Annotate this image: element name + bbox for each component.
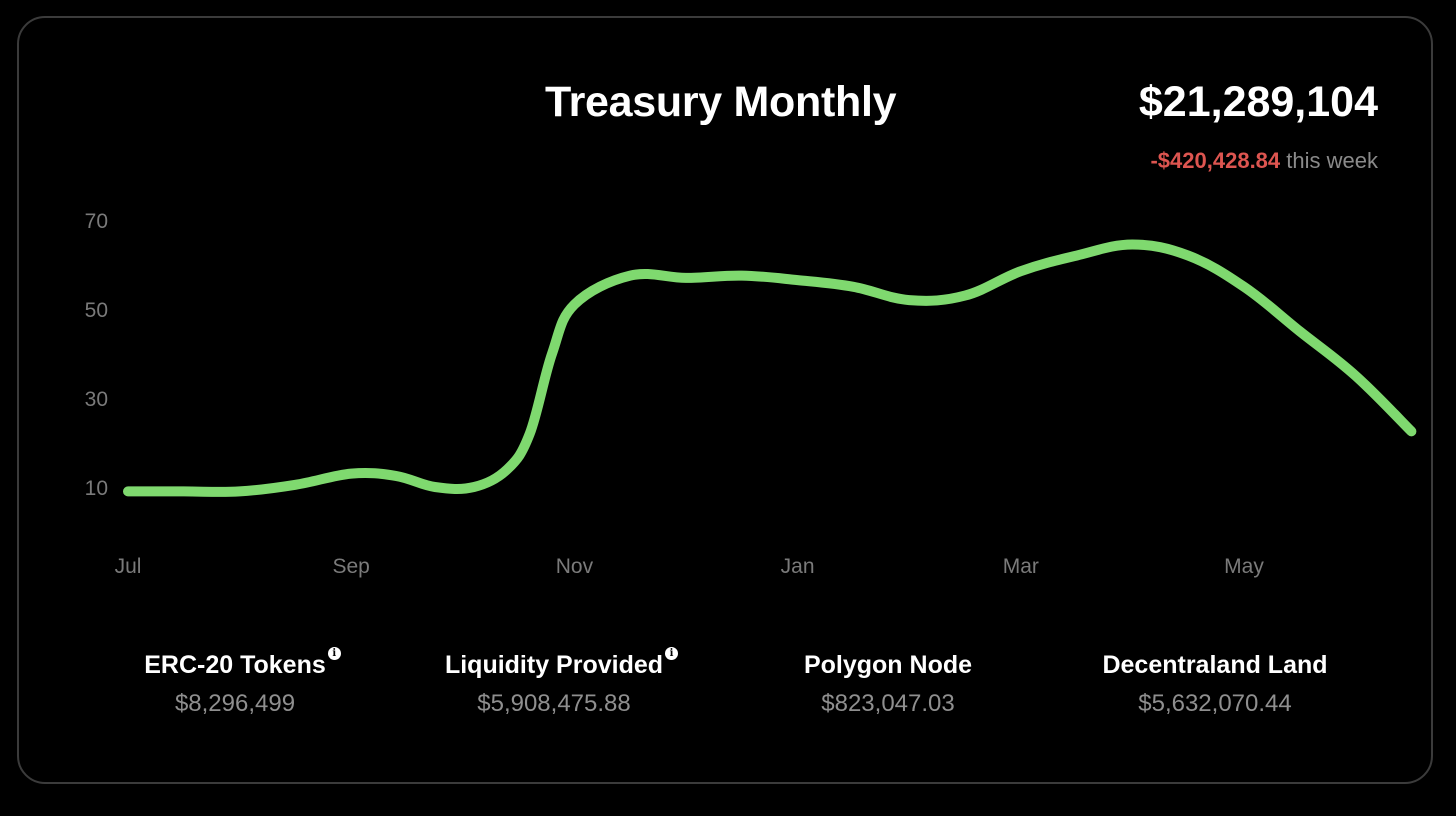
weekly-change: -$420,428.84 this week <box>1150 148 1378 174</box>
data-point <box>682 274 690 282</box>
stat-label: Decentraland Land <box>1102 651 1327 680</box>
data-point <box>291 481 299 489</box>
y-tick-label: 50 <box>85 299 108 322</box>
data-point <box>548 350 556 358</box>
stat-value: $823,047.03 <box>821 690 955 717</box>
weekly-change-label: this week <box>1286 148 1378 173</box>
stat-label: ERC-20 Tokens i <box>144 647 341 680</box>
x-tick-label: May <box>1224 555 1264 578</box>
data-point <box>849 283 857 291</box>
info-icon[interactable]: i <box>327 647 341 660</box>
treasury-total: $21,289,104 <box>1138 78 1378 126</box>
stat-label-text: ERC-20 Tokens <box>144 651 326 679</box>
data-point <box>961 292 969 300</box>
treasury-card <box>17 16 1433 784</box>
stat-erc20-tokens: ERC-20 Tokens i $8,296,499 <box>70 647 400 718</box>
stat-label-text: Polygon Node <box>803 651 973 679</box>
stat-polygon-node: Polygon Node $823,047.03 <box>723 651 1053 718</box>
data-point <box>392 472 400 480</box>
data-point <box>347 470 355 478</box>
data-point <box>738 272 746 280</box>
y-tick-label: 30 <box>85 388 108 411</box>
data-point <box>431 483 439 491</box>
data-point <box>1017 267 1025 275</box>
data-point <box>905 296 913 304</box>
data-point <box>1240 283 1248 291</box>
stat-label: Liquidity Provided i <box>444 647 679 680</box>
data-point <box>1352 372 1360 380</box>
stat-label: Polygon Node <box>804 651 972 680</box>
data-point <box>1407 427 1415 435</box>
data-point <box>1296 327 1304 335</box>
stat-liquidity-provided: Liquidity Provided i $5,908,475.88 <box>389 647 719 718</box>
data-point <box>180 487 188 495</box>
data-point <box>124 487 132 495</box>
stat-value: $5,632,070.44 <box>1138 690 1292 717</box>
data-point <box>570 301 578 309</box>
y-tick-label: 10 <box>85 477 108 500</box>
data-point <box>1184 252 1192 260</box>
weekly-change-value: -$420,428.84 <box>1150 148 1281 173</box>
stat-value: $5,908,475.88 <box>477 690 631 717</box>
treasury-series-line <box>123 239 1417 497</box>
data-point <box>1128 241 1136 249</box>
x-tick-label: Mar <box>1003 555 1039 578</box>
data-point <box>236 487 244 495</box>
data-point <box>1073 252 1081 260</box>
stat-label-text: Liquidity Provided <box>444 651 664 679</box>
data-point <box>794 276 802 284</box>
data-point <box>626 272 634 280</box>
info-icon[interactable]: i <box>665 647 679 660</box>
stat-value: $8,296,499 <box>174 690 296 717</box>
chart-title: Treasury Monthly <box>545 78 897 126</box>
x-tick-label: Sep <box>333 555 370 578</box>
x-tick-label: Nov <box>556 555 594 578</box>
stat-decentraland-land: Decentraland Land $5,632,070.44 <box>1050 651 1380 718</box>
data-point <box>526 430 534 438</box>
stat-label-text: Decentraland Land <box>1102 651 1328 679</box>
x-tick-label: Jul <box>115 555 142 578</box>
data-point <box>470 483 478 491</box>
x-tick-label: Jan <box>781 555 815 578</box>
data-point <box>503 465 511 473</box>
y-tick-label: 70 <box>85 210 108 233</box>
